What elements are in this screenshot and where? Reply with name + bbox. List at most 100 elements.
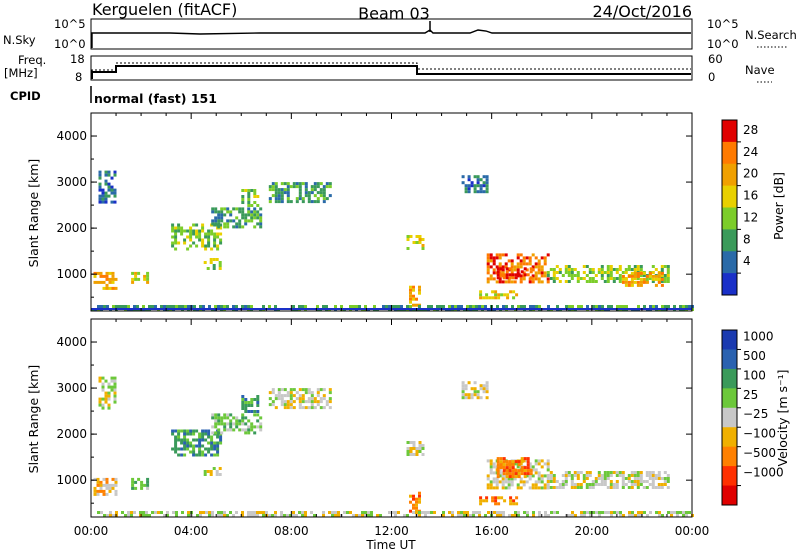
velocity-cell: [412, 511, 415, 514]
power-cell: [528, 262, 532, 266]
power-colorbar-cell: [722, 120, 737, 143]
velocity-cell: [102, 489, 106, 493]
velocity-cell: [208, 514, 211, 517]
power-cell: [661, 305, 664, 308]
velocity-cell: [570, 474, 574, 477]
power-cell: [576, 274, 580, 277]
velocity-cell: [253, 425, 257, 429]
velocity-cell: [430, 511, 433, 514]
power-cell: [174, 226, 178, 230]
power-cell: [406, 235, 410, 238]
power-cell: [482, 296, 486, 300]
velocity-colorbar-cell: [722, 427, 737, 448]
power-cell: [467, 178, 471, 182]
velocity-cell: [523, 475, 527, 479]
power-cell: [244, 222, 248, 226]
velocity-cell: [516, 483, 520, 487]
power-cell: [537, 271, 541, 275]
power-cell: [201, 226, 205, 230]
velocity-cell: [316, 403, 320, 407]
velocity-cell: [211, 431, 215, 435]
velocity-cell: [93, 492, 97, 496]
power-cell: [511, 276, 515, 280]
velocity-cell: [489, 459, 493, 463]
power-cell: [633, 280, 637, 284]
velocity-cell: [301, 394, 305, 398]
velocity-cell: [177, 438, 181, 442]
velocity-cell: [582, 477, 586, 480]
velocity-cell: [504, 477, 508, 481]
power-cell: [322, 305, 325, 308]
velocity-cell: [262, 511, 265, 514]
power-cell: [618, 277, 622, 280]
velocity-cell: [209, 473, 213, 476]
power-cell: [217, 219, 221, 223]
power-cell: [505, 267, 509, 271]
power-cell: [486, 253, 490, 257]
velocity-cell: [496, 466, 500, 470]
velocity-cell: [418, 441, 422, 444]
velocity-cell: [651, 486, 655, 489]
velocity-cell: [610, 511, 613, 514]
velocity-cell: [519, 480, 523, 484]
velocity-cell: [175, 514, 178, 517]
velocity-cell: [473, 393, 477, 397]
velocity-cell: [244, 428, 248, 432]
velocity-cell: [412, 447, 416, 450]
power-cell: [418, 288, 421, 292]
power-cell: [552, 274, 556, 277]
power-colorbar-tick-label: 16: [743, 189, 758, 203]
time-tick-label: 20:00: [575, 524, 610, 538]
velocity-cell: [597, 483, 601, 486]
power-cell: [529, 267, 533, 271]
power-cell: [612, 277, 616, 280]
velocity-cell: [96, 492, 100, 496]
velocity-cell: [192, 429, 196, 433]
velocity-cell: [466, 511, 469, 514]
velocity-cell: [274, 406, 278, 410]
velocity-cell: [502, 463, 506, 467]
velocity-cell: [210, 444, 214, 448]
velocity-cell: [552, 480, 556, 483]
power-cell: [619, 305, 622, 308]
power-cell: [476, 190, 480, 194]
velocity-cell: [187, 511, 190, 514]
power-cell: [501, 271, 505, 275]
velocity-cell: [467, 381, 471, 385]
velocity-cell: [186, 432, 190, 436]
velocity-cell: [485, 390, 489, 394]
velocity-cell: [206, 470, 210, 473]
power-cell: [219, 238, 223, 242]
velocity-cell: [229, 413, 233, 417]
velocity-cell: [367, 514, 370, 517]
velocity-cell: [517, 514, 520, 517]
power-cell: [286, 197, 290, 201]
velocity-cell: [588, 483, 592, 486]
power-cell: [186, 229, 190, 233]
power-cell: [633, 274, 637, 278]
power-cell: [397, 305, 400, 308]
power-cell: [283, 188, 287, 192]
power-cell: [216, 235, 220, 239]
power-cell: [685, 305, 688, 308]
power-cell: [482, 181, 486, 185]
velocity-cell: [106, 514, 109, 517]
power-cell: [277, 197, 281, 201]
velocity-colorbar-cell: [722, 388, 737, 409]
power-cell: [111, 280, 115, 284]
time-tick-label: 00:00: [74, 524, 109, 538]
power-cell: [313, 182, 317, 186]
power-cell: [473, 184, 477, 188]
velocity-cell: [220, 419, 224, 423]
velocity-cell: [501, 474, 505, 478]
power-cell: [609, 268, 613, 271]
velocity-cell: [421, 447, 425, 450]
velocity-cell: [485, 387, 489, 391]
power-cell: [657, 277, 661, 281]
velocity-cell: [105, 483, 109, 487]
velocity-cell: [151, 511, 154, 514]
power-cell: [439, 305, 442, 308]
velocity-cell: [534, 459, 538, 463]
velocity-cell: [639, 474, 643, 477]
velocity-cell: [508, 475, 512, 479]
